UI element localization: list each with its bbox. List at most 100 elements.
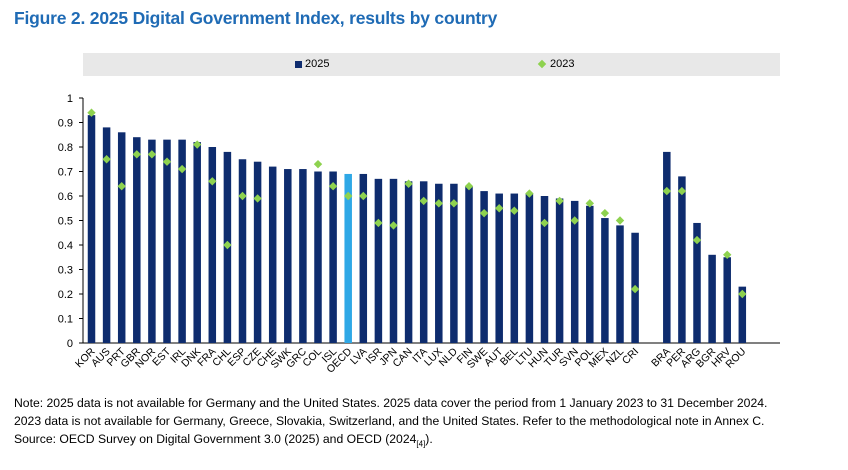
bar-hun <box>540 196 549 343</box>
bar-mex <box>601 218 609 343</box>
bar-pol <box>586 205 594 343</box>
bar-aut <box>495 193 503 343</box>
marker-2023-arg <box>692 235 702 245</box>
marker-2023-per <box>677 186 687 196</box>
bar-lva <box>359 173 368 343</box>
marker-2023-isl <box>328 182 338 191</box>
source-end: ). <box>425 432 433 446</box>
y-tick-label: 0.6 <box>58 191 73 203</box>
bar-dnk <box>193 142 201 343</box>
bar-irl <box>178 139 186 343</box>
y-tick-label: 0 <box>67 338 73 350</box>
bar-nzl <box>616 225 624 343</box>
bar-cze <box>253 161 262 343</box>
y-tick-label: 0.9 <box>58 118 73 130</box>
source-ref: [4] <box>416 439 426 449</box>
bar-rou <box>738 286 747 343</box>
marker-2023-svn <box>570 216 579 225</box>
marker-2023-kor <box>87 108 96 117</box>
bar-bel <box>510 193 519 343</box>
y-tick-label: 0.8 <box>58 142 73 154</box>
bar-nld <box>450 183 458 343</box>
marker-2023-mex <box>600 208 610 218</box>
y-tick-label: 1 <box>67 93 73 105</box>
marker-2023-aus <box>102 155 111 164</box>
y-tick-label: 0.5 <box>58 216 73 228</box>
marker-2023-aut <box>495 204 504 213</box>
bar-bra <box>663 151 671 343</box>
marker-2023-prt <box>117 182 126 191</box>
bar-isl <box>329 171 337 343</box>
bar-che <box>268 166 277 343</box>
marker-2023-swe <box>479 208 489 218</box>
bar-gbr <box>133 137 141 343</box>
marker-2023-nld <box>449 199 459 208</box>
x-tick-label-cri: CRI <box>620 346 641 367</box>
marker-2023-rou <box>738 289 747 299</box>
marker-2023-lux <box>434 199 443 208</box>
legend-label-2025: 2025 <box>305 58 330 70</box>
figure-notes: Note: 2025 data is not available for Ger… <box>14 394 834 453</box>
bar-col <box>314 171 322 343</box>
bar-svn <box>570 200 579 343</box>
source-text: Source: OECD Survey on Digital Governmen… <box>14 432 417 446</box>
bar-est <box>163 139 171 343</box>
y-tick-label: 0.3 <box>58 265 73 277</box>
legend: 2025 2023 <box>83 53 780 76</box>
legend-item-2023: 2023 <box>537 58 575 70</box>
bar-per <box>678 176 686 343</box>
bar-ltu <box>525 193 534 343</box>
figure-title: Figure 2. 2025 Digital Government Index,… <box>14 8 498 28</box>
marker-2023-lva <box>359 191 368 201</box>
note-line-1: Note: 2025 data is not available for Ger… <box>14 396 768 410</box>
legend-label-2023: 2023 <box>550 58 575 70</box>
bar-fra <box>208 147 217 343</box>
bar-grc <box>299 169 307 343</box>
bar-arg <box>693 222 701 343</box>
bar-hrv <box>723 257 731 343</box>
marker-2023-nzl <box>615 216 625 225</box>
marker-2023-fra <box>208 177 217 186</box>
marker-2023-est <box>162 157 172 166</box>
marker-2023-chl <box>223 240 232 250</box>
marker-2023-hun <box>540 218 549 228</box>
marker-2023-ita <box>419 196 428 206</box>
marker-2023-pol <box>585 199 594 208</box>
y-tick-label: 0.4 <box>58 240 73 252</box>
marker-2023-jpn <box>389 221 398 230</box>
marker-2023-can <box>404 179 413 188</box>
bar-nor <box>148 139 156 343</box>
bar-bgr <box>708 254 716 343</box>
bar-lux <box>435 183 443 343</box>
bar-oecd <box>344 173 352 343</box>
marker-2023-irl <box>177 164 187 174</box>
marker-2023-hrv <box>723 250 732 259</box>
marker-2023-bra <box>662 186 672 196</box>
bar-fin <box>465 186 473 343</box>
y-tick-label: 0.7 <box>58 167 73 179</box>
y-tick-label: 0.1 <box>58 314 73 326</box>
marker-2023-nor <box>147 150 157 159</box>
legend-item-2025: 2025 <box>295 58 329 70</box>
bar-tur <box>555 198 564 343</box>
bar-jpn <box>389 178 398 343</box>
note-line-2: 2023 data is not available for Germany, … <box>14 414 765 428</box>
marker-2023-gbr <box>132 150 141 159</box>
marker-2023-cze <box>253 194 262 203</box>
marker-2023-bel <box>510 206 519 215</box>
marker-2023-tur <box>555 196 564 206</box>
marker-2023-dnk <box>193 140 202 149</box>
y-tick-label: 0.2 <box>58 289 73 301</box>
marker-2023-isr <box>374 218 383 228</box>
bar-can <box>404 181 413 343</box>
bar-esp <box>238 159 247 343</box>
bar-prt <box>117 132 126 343</box>
bar-ita <box>419 181 428 343</box>
marker-2023-col <box>313 159 323 169</box>
bar-aus <box>102 127 111 344</box>
marker-2023-fin <box>464 182 474 191</box>
bar-kor <box>87 115 96 344</box>
bar-chart: 00.10.20.30.40.50.60.70.80.91KORAUSPRTGB… <box>58 93 780 376</box>
source-line: Source: OECD Survey on Digital Governmen… <box>14 430 834 453</box>
marker-2023-cri <box>630 284 640 294</box>
